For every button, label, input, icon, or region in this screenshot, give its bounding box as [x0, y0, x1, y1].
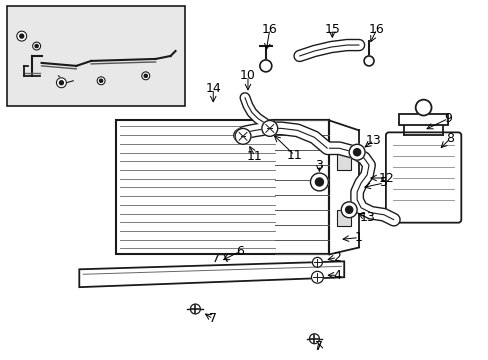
Text: 4: 4: [333, 269, 341, 282]
Text: 16: 16: [368, 23, 384, 36]
Circle shape: [235, 129, 250, 144]
Circle shape: [100, 79, 102, 82]
Text: 7: 7: [315, 340, 323, 353]
Bar: [337, 210, 350, 226]
Circle shape: [35, 44, 38, 48]
Text: 9: 9: [444, 112, 451, 125]
Text: 8: 8: [446, 132, 453, 145]
Polygon shape: [79, 261, 344, 287]
Circle shape: [20, 34, 24, 38]
Text: 3: 3: [315, 159, 323, 172]
Circle shape: [142, 72, 149, 80]
Circle shape: [345, 206, 352, 213]
Circle shape: [353, 149, 360, 156]
Circle shape: [97, 77, 105, 85]
Circle shape: [312, 257, 322, 267]
Text: 7: 7: [209, 312, 217, 325]
Circle shape: [348, 144, 365, 160]
Circle shape: [259, 60, 271, 72]
Circle shape: [60, 81, 63, 85]
Bar: [398, 113, 447, 125]
Circle shape: [309, 334, 319, 344]
Circle shape: [315, 178, 323, 186]
Text: 13: 13: [359, 211, 374, 224]
Text: 12: 12: [378, 171, 394, 185]
Bar: [7, 6, 185, 105]
Circle shape: [415, 100, 431, 116]
Circle shape: [310, 173, 327, 191]
Circle shape: [56, 78, 66, 88]
Circle shape: [311, 271, 323, 283]
Circle shape: [144, 74, 147, 77]
Text: 15: 15: [324, 23, 340, 36]
Text: 10: 10: [240, 69, 255, 82]
Text: 2: 2: [333, 251, 341, 264]
Text: 16: 16: [262, 23, 277, 36]
Circle shape: [17, 31, 27, 41]
Text: 6: 6: [236, 245, 244, 258]
Text: 11: 11: [286, 149, 302, 162]
Text: 11: 11: [246, 150, 262, 163]
Bar: [116, 121, 328, 255]
Circle shape: [33, 42, 41, 50]
Circle shape: [262, 121, 277, 136]
Bar: [337, 150, 350, 170]
Text: 5: 5: [379, 176, 387, 189]
Circle shape: [364, 56, 373, 66]
Circle shape: [341, 202, 356, 218]
Text: 13: 13: [366, 134, 381, 147]
Text: 14: 14: [205, 82, 221, 95]
FancyBboxPatch shape: [385, 132, 460, 223]
Circle shape: [190, 304, 200, 314]
Text: 1: 1: [354, 231, 362, 244]
